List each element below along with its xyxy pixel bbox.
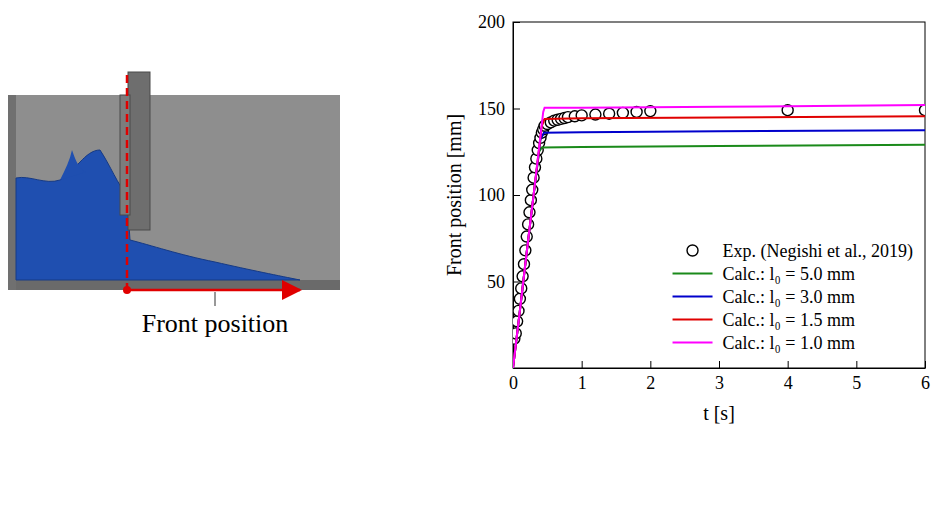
y-tick-label: 100 <box>478 185 505 205</box>
data-point <box>520 245 531 256</box>
y-tick-mark <box>513 109 520 110</box>
fluid <box>16 150 300 280</box>
figure: Front position 0 1 2 3 4 5 6 50 100 150 200 t [s] Fro… <box>0 0 944 512</box>
y-tick-mark <box>513 195 520 196</box>
tank-floor <box>10 280 340 290</box>
data-point <box>521 231 532 242</box>
legend-entry: Calc.: l₀ = 1.0 mm <box>673 333 855 353</box>
y-tick-label: 50 <box>487 272 505 292</box>
scatter-series <box>513 105 925 344</box>
legend-symbol <box>673 319 713 321</box>
x-tick-label: 3 <box>715 373 724 393</box>
y-tick: 200 <box>478 12 520 32</box>
illustration-label: Front position <box>142 309 289 338</box>
data-point <box>524 207 535 218</box>
x-tick-mark <box>719 361 720 368</box>
legend-label: Calc.: l₀ = 3.0 mm <box>723 287 855 307</box>
y-tick-mark <box>513 282 520 283</box>
legend-symbol <box>673 273 713 275</box>
line-series <box>513 105 925 368</box>
y-tick-mark <box>513 22 520 23</box>
gate-plate <box>128 72 150 230</box>
gate-bracket <box>120 95 130 215</box>
data-point <box>528 172 539 183</box>
legend-entry: Exp. (Negishi et al., 2019) <box>687 241 913 262</box>
line-series <box>513 130 925 368</box>
plot-frame <box>513 22 925 368</box>
line-series <box>513 145 925 368</box>
tank-left-wall <box>8 95 16 290</box>
line-series <box>513 116 925 368</box>
x-axis: 0 1 2 3 4 5 6 <box>509 361 930 393</box>
data-point <box>525 195 536 206</box>
x-tick: 3 <box>715 361 724 393</box>
legend-label: Calc.: l₀ = 1.5 mm <box>723 310 855 330</box>
x-tick-label: 1 <box>578 373 587 393</box>
legend-entry: Calc.: l₀ = 3.0 mm <box>673 287 855 307</box>
front-arrow <box>127 289 300 292</box>
legend-symbol <box>673 296 713 298</box>
x-tick-label: 0 <box>509 373 518 393</box>
x-tick-mark <box>650 361 651 368</box>
data-point <box>617 107 628 118</box>
label-leader <box>215 292 216 306</box>
legend-label: Calc.: l₀ = 1.0 mm <box>723 333 855 353</box>
y-axis-title: Front position [mm] <box>443 114 466 276</box>
x-tick: 5 <box>852 361 861 393</box>
x-tick-mark <box>856 361 857 368</box>
x-tick-mark <box>582 361 583 368</box>
x-tick-label: 6 <box>921 373 930 393</box>
y-tick-label: 200 <box>478 12 505 32</box>
gate-reference-line <box>126 75 129 290</box>
x-tick: 2 <box>646 361 655 393</box>
y-tick: 150 <box>478 99 520 119</box>
x-tick-mark <box>925 361 926 368</box>
data-point <box>527 184 538 195</box>
legend-entry: Calc.: l₀ = 5.0 mm <box>673 264 855 284</box>
legend-label: Calc.: l₀ = 5.0 mm <box>723 264 855 284</box>
fluid-splash <box>60 150 86 180</box>
illustration: Front position <box>8 72 340 338</box>
legend-entry: Calc.: l₀ = 1.5 mm <box>673 310 855 330</box>
x-tick-label: 2 <box>646 373 655 393</box>
plot-area <box>513 105 925 368</box>
x-tick-label: 4 <box>784 373 793 393</box>
x-axis-line <box>514 368 926 369</box>
data-point <box>523 219 534 230</box>
chart: 0 1 2 3 4 5 6 50 100 150 200 t [s] Front position [m… <box>443 12 931 424</box>
legend-label: Exp. (Negishi et al., 2019) <box>723 241 913 262</box>
x-tick-mark <box>788 361 789 368</box>
legend-symbol <box>673 342 713 344</box>
legend-symbol <box>687 245 698 256</box>
y-axis: 50 100 150 200 <box>478 12 520 368</box>
x-tick: 1 <box>578 361 587 393</box>
tank-background <box>10 95 340 290</box>
y-tick-label: 150 <box>478 99 505 119</box>
x-tick: 6 <box>921 361 930 393</box>
data-point <box>920 105 926 116</box>
x-tick-label: 5 <box>852 373 861 393</box>
legend: Exp. (Negishi et al., 2019)Calc.: l₀ = 5… <box>673 241 913 353</box>
x-axis-title: t [s] <box>703 402 735 424</box>
y-tick: 100 <box>478 185 520 205</box>
x-tick: 4 <box>784 361 793 393</box>
